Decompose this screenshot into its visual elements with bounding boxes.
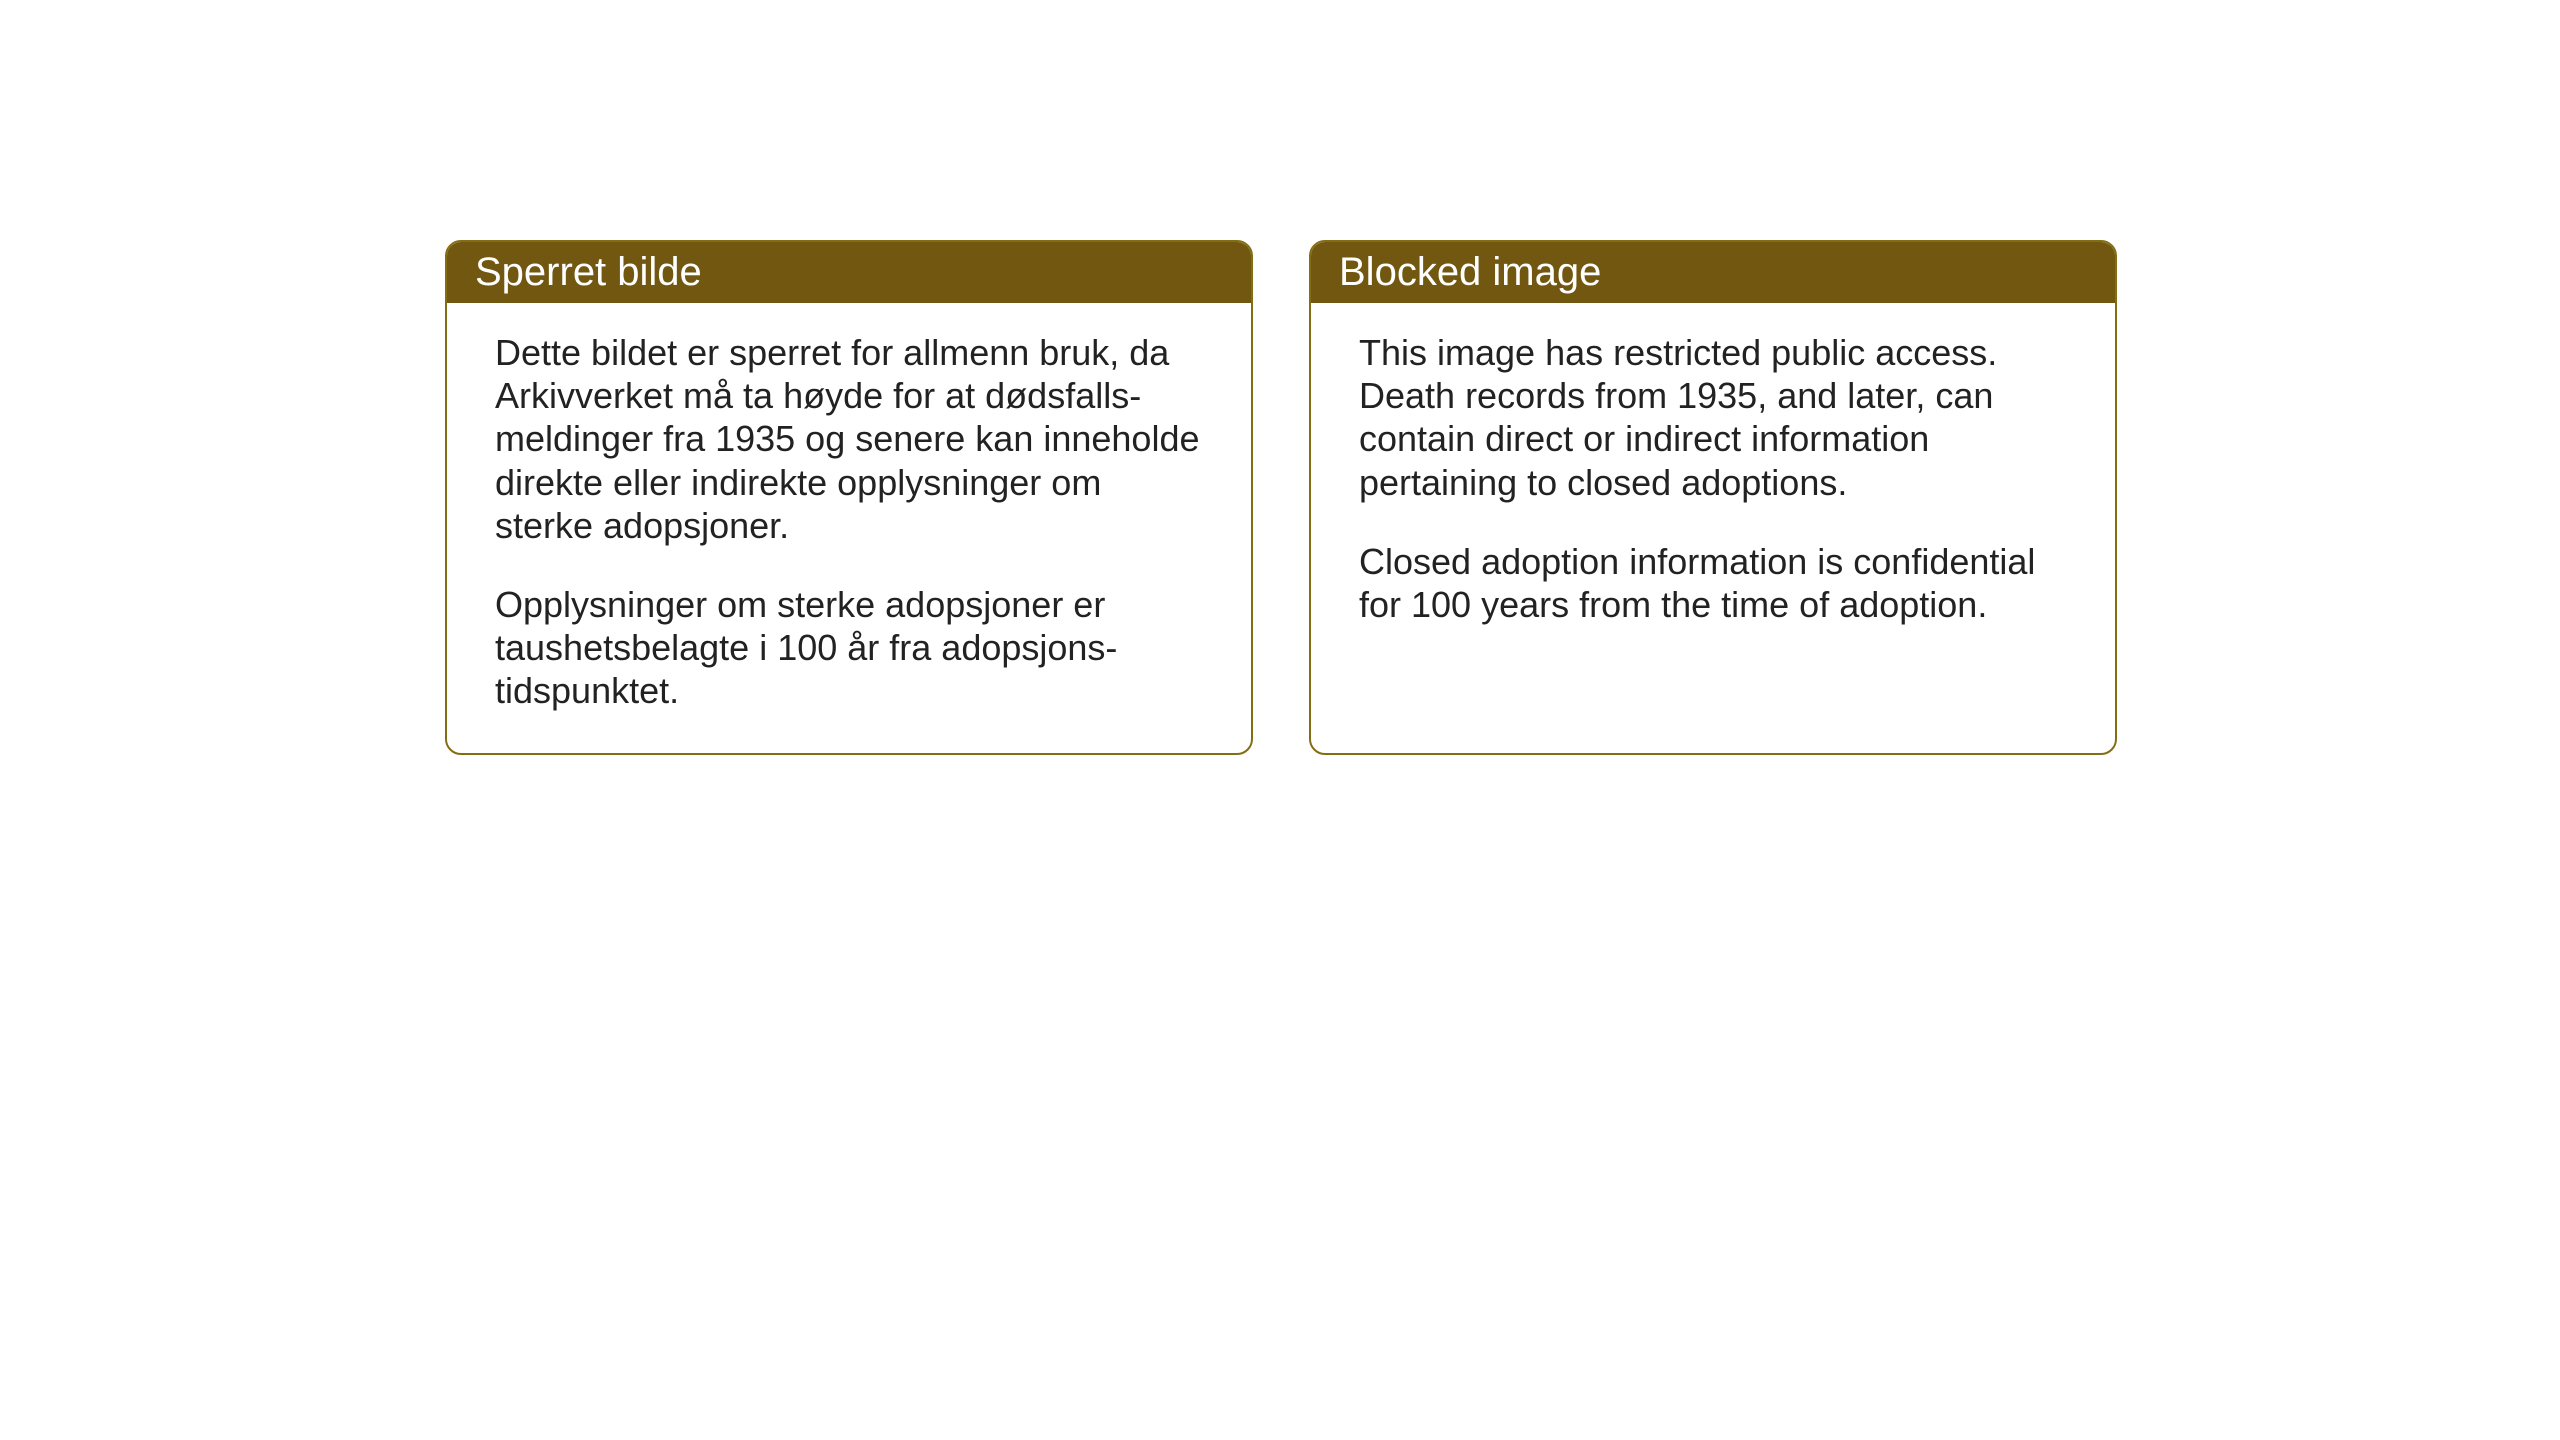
card-header-norwegian: Sperret bilde — [447, 242, 1251, 303]
card-body-english: This image has restricted public access.… — [1311, 303, 2115, 733]
card-paragraph: Closed adoption information is confident… — [1359, 540, 2067, 626]
notice-card-norwegian: Sperret bilde Dette bildet er sperret fo… — [445, 240, 1253, 755]
notice-card-english: Blocked image This image has restricted … — [1309, 240, 2117, 755]
card-title: Blocked image — [1339, 250, 1601, 294]
card-paragraph: Opplysninger om sterke adopsjoner er tau… — [495, 583, 1203, 713]
card-header-english: Blocked image — [1311, 242, 2115, 303]
card-body-norwegian: Dette bildet er sperret for allmenn bruk… — [447, 303, 1251, 753]
card-title: Sperret bilde — [475, 250, 702, 294]
notice-container: Sperret bilde Dette bildet er sperret fo… — [445, 240, 2117, 755]
card-paragraph: Dette bildet er sperret for allmenn bruk… — [495, 331, 1203, 547]
card-paragraph: This image has restricted public access.… — [1359, 331, 2067, 504]
